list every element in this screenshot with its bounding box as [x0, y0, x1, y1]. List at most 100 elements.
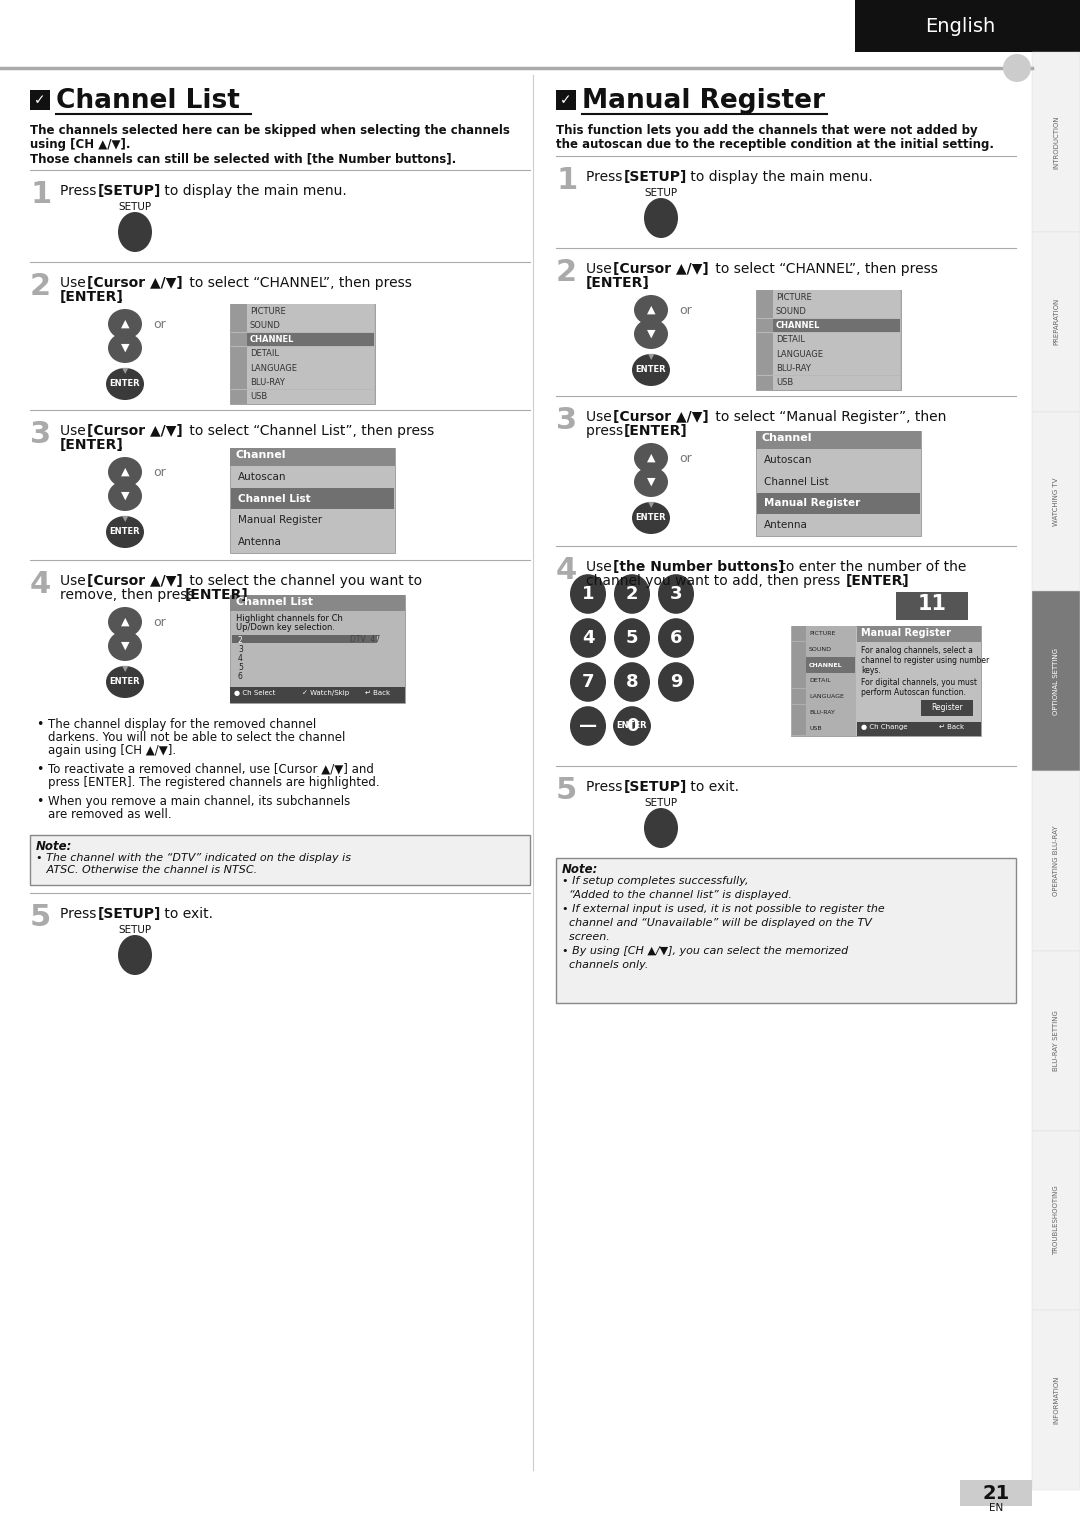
Bar — [791, 626, 981, 736]
Text: [Cursor ▲/▼]: [Cursor ▲/▼] — [87, 574, 183, 588]
Text: ▲: ▲ — [121, 467, 130, 478]
Text: [the Number buttons]: [the Number buttons] — [613, 560, 784, 574]
Text: ↵ Back: ↵ Back — [939, 723, 964, 729]
Text: 2: 2 — [30, 272, 51, 301]
Bar — [231, 389, 374, 403]
Text: LANGUAGE: LANGUAGE — [777, 349, 823, 359]
Text: [ENTER]: [ENTER] — [586, 276, 650, 290]
Bar — [792, 705, 806, 720]
Ellipse shape — [634, 319, 669, 349]
Text: 3: 3 — [30, 420, 51, 449]
Text: BLU-RAY: BLU-RAY — [249, 378, 285, 388]
Bar — [556, 858, 1016, 1003]
Text: LANGUAGE: LANGUAGE — [249, 363, 297, 372]
Ellipse shape — [108, 630, 141, 661]
Text: Channel: Channel — [762, 433, 812, 443]
Ellipse shape — [634, 295, 669, 325]
Bar — [1032, 1131, 1080, 1311]
Ellipse shape — [106, 665, 144, 697]
Text: SETUP: SETUP — [645, 798, 677, 807]
Text: Manual Register: Manual Register — [764, 499, 861, 508]
Text: Channel List: Channel List — [237, 597, 313, 607]
Text: DETAIL: DETAIL — [809, 679, 831, 684]
Bar — [756, 430, 921, 536]
Text: ✓ Watch/Skip: ✓ Watch/Skip — [302, 690, 349, 696]
Bar — [757, 346, 773, 362]
Text: 4: 4 — [30, 571, 51, 600]
Text: • If setup completes successfully,: • If setup completes successfully, — [562, 876, 748, 887]
Text: [Cursor ▲/▼]: [Cursor ▲/▼] — [87, 424, 183, 438]
Text: remove, then press: remove, then press — [60, 588, 199, 601]
Text: Channel: Channel — [237, 450, 286, 459]
Ellipse shape — [118, 935, 152, 975]
Ellipse shape — [570, 707, 606, 746]
Text: press [ENTER]. The registered channels are highlighted.: press [ENTER]. The registered channels a… — [48, 777, 380, 789]
Bar — [757, 304, 773, 317]
Bar — [757, 290, 900, 304]
Bar — [791, 626, 856, 736]
Bar — [1032, 232, 1080, 412]
Bar — [231, 304, 247, 317]
Bar — [231, 319, 374, 333]
Text: to enter the number of the: to enter the number of the — [777, 560, 967, 574]
Text: using [CH ▲/▼].: using [CH ▲/▼]. — [30, 137, 131, 151]
Text: ▲: ▲ — [647, 305, 656, 314]
Text: DTV  47: DTV 47 — [350, 635, 380, 644]
Ellipse shape — [644, 807, 678, 848]
Text: Up/Down key selection.: Up/Down key selection. — [237, 623, 335, 632]
Text: 9: 9 — [670, 673, 683, 691]
Text: BLU-RAY: BLU-RAY — [809, 710, 835, 714]
Text: PREPARATION: PREPARATION — [1053, 298, 1059, 345]
Text: .: . — [118, 290, 122, 304]
Text: Use: Use — [586, 410, 616, 424]
Text: ENTER: ENTER — [110, 678, 140, 687]
Bar — [757, 319, 773, 333]
Text: ▲: ▲ — [121, 617, 130, 627]
Text: USB: USB — [809, 726, 822, 731]
Bar — [960, 1480, 1032, 1506]
Bar — [757, 319, 900, 333]
Text: “Added to the channel list” is displayed.: “Added to the channel list” is displayed… — [562, 890, 792, 900]
Text: ▼: ▼ — [122, 514, 129, 523]
Text: [Cursor ▲/▼]: [Cursor ▲/▼] — [613, 262, 708, 276]
Bar — [230, 449, 395, 552]
Text: .: . — [676, 424, 680, 438]
Bar — [230, 687, 405, 703]
Text: •: • — [36, 795, 43, 807]
Bar — [231, 375, 374, 389]
Text: ▲: ▲ — [647, 453, 656, 462]
Text: BLU-RAY: BLU-RAY — [777, 365, 811, 372]
Bar — [230, 304, 375, 404]
Text: [SETUP]: [SETUP] — [624, 780, 687, 794]
Text: are removed as well.: are removed as well. — [48, 807, 172, 821]
Text: .: . — [235, 588, 240, 601]
Ellipse shape — [108, 607, 141, 636]
Text: Use: Use — [60, 574, 90, 588]
Ellipse shape — [632, 354, 670, 386]
Text: or: or — [679, 452, 692, 464]
Bar — [1032, 52, 1080, 232]
Text: ▲: ▲ — [121, 319, 130, 330]
Text: perform Autoscan function.: perform Autoscan function. — [861, 688, 966, 697]
Text: OPERATING BLU-RAY: OPERATING BLU-RAY — [1053, 826, 1059, 896]
Text: ● Ch Select: ● Ch Select — [234, 690, 275, 696]
Text: to select “CHANNEL”, then press: to select “CHANNEL”, then press — [185, 276, 411, 290]
Text: [ENTER]: [ENTER] — [624, 424, 688, 438]
Text: Channel List: Channel List — [764, 476, 828, 487]
Text: Press: Press — [60, 185, 100, 198]
Bar — [792, 658, 855, 673]
Text: CHANNEL: CHANNEL — [249, 336, 295, 345]
Ellipse shape — [632, 502, 670, 534]
Text: [SETUP]: [SETUP] — [624, 169, 687, 185]
Ellipse shape — [106, 368, 144, 400]
Ellipse shape — [615, 707, 650, 746]
Text: to select “Manual Register”, then: to select “Manual Register”, then — [711, 410, 946, 424]
Text: •: • — [36, 763, 43, 777]
Text: channels only.: channels only. — [562, 960, 648, 971]
Ellipse shape — [644, 198, 678, 238]
Ellipse shape — [108, 481, 141, 511]
Text: the autoscan due to the receptible condition at the initial setting.: the autoscan due to the receptible condi… — [556, 137, 994, 151]
Text: [Cursor ▲/▼]: [Cursor ▲/▼] — [87, 276, 183, 290]
Text: DETAIL: DETAIL — [249, 349, 279, 359]
Text: SETUP: SETUP — [119, 201, 151, 212]
